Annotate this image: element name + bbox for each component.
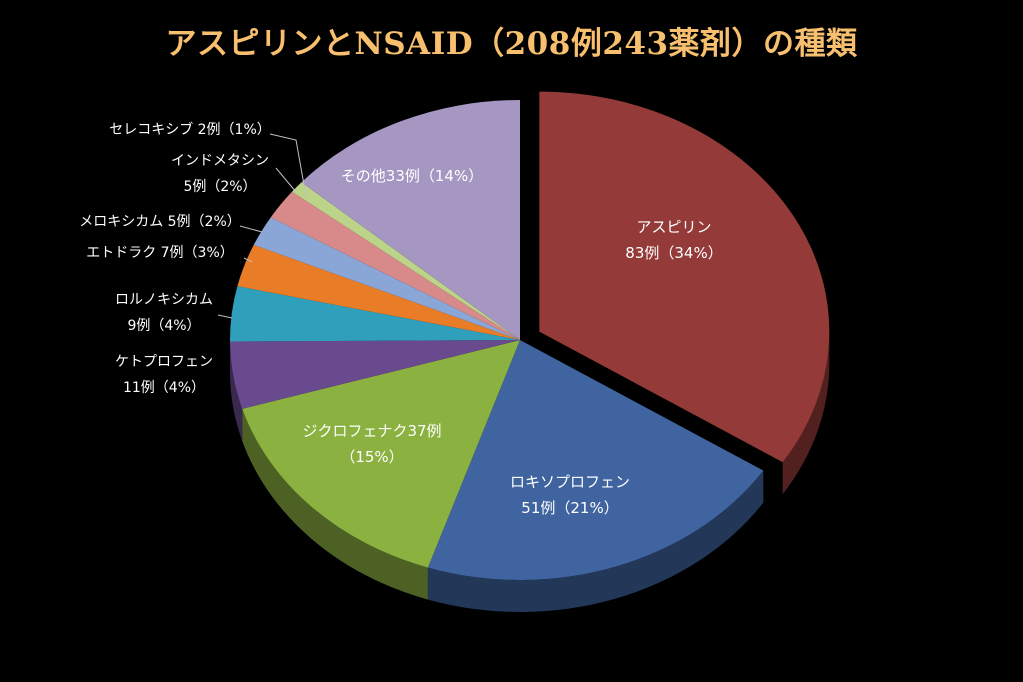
slice-label-line: 83例（34%） <box>625 244 722 262</box>
slice-label-3: ケトプロフェン 11例（4%） <box>115 354 213 396</box>
leader-lines <box>217 133 307 319</box>
slice-5 <box>237 244 520 340</box>
slice-label-line: ロキソプロフェン <box>510 473 630 491</box>
slice-9 <box>301 100 520 340</box>
slice-label-9: その他33例（14%） <box>341 167 483 185</box>
leader-line-6 <box>239 225 263 233</box>
slice-8 <box>291 182 520 340</box>
slice-label-1: ロキソプロフェン 51例（21%） <box>510 473 630 517</box>
slice-4 <box>230 286 520 342</box>
slice-side-2 <box>242 408 428 600</box>
slice-label-line: 51例（21%） <box>521 499 618 517</box>
slice-label-line: ロルノキシカム <box>115 292 213 308</box>
slice-0 <box>539 91 830 463</box>
slice-label-line: メロキシカム 5例（2%） <box>79 214 241 230</box>
slice-label-line: 5例（2%） <box>183 179 256 195</box>
slice-label-line: セレコキシブ 2例（1%） <box>109 121 271 138</box>
slice-6 <box>253 217 520 340</box>
leader-line-7 <box>275 167 297 193</box>
slice-3 <box>230 340 521 409</box>
slice-label-8: セレコキシブ 2例（1%） <box>109 121 271 138</box>
slice-label-line: 11例（4%） <box>123 380 205 396</box>
slice-label-line: 9例（4%） <box>127 318 200 334</box>
slice-label-line: アスピリン <box>636 218 711 236</box>
slice-label-7: インドメタシン 5例（2%） <box>171 153 269 195</box>
slice-label-2: ジクロフェナク37例 （15%） <box>302 422 441 466</box>
slice-7 <box>270 191 520 340</box>
leader-line-5 <box>243 257 253 263</box>
slice-label-line: （15%） <box>340 448 403 466</box>
leader-line-8 <box>269 133 307 197</box>
pie-top-layer <box>230 91 830 581</box>
slice-labels: アスピリン 83例（34%） ロキソプロフェン 51例（21%） ジクロフェナク37例 （… <box>79 121 723 517</box>
slice-side-1 <box>427 470 764 612</box>
pie-depth-layer <box>230 331 830 612</box>
slice-label-line: ケトプロフェン <box>115 354 213 370</box>
slice-label-6: メロキシカム 5例（2%） <box>79 214 241 230</box>
slice-2 <box>242 340 520 568</box>
slice-label-4: ロルノキシカム 9例（4%） <box>115 292 213 334</box>
slice-side-3 <box>230 341 243 441</box>
chart-title: アスピリンとNSAID（208例243薬剤）の種類 <box>165 26 858 62</box>
slice-label-line: その他33例（14%） <box>341 167 483 185</box>
slice-1 <box>427 340 764 581</box>
slice-side-0 <box>782 331 830 495</box>
leader-line-4 <box>217 314 233 319</box>
slice-label-line: ジクロフェナク37例 <box>302 422 441 440</box>
slice-label-line: インドメタシン <box>171 153 269 169</box>
slice-label-0: アスピリン 83例（34%） <box>625 218 722 262</box>
slice-label-line: エトドラク 7例（3%） <box>86 245 234 261</box>
slice-label-5: エトドラク 7例（3%） <box>86 245 234 261</box>
